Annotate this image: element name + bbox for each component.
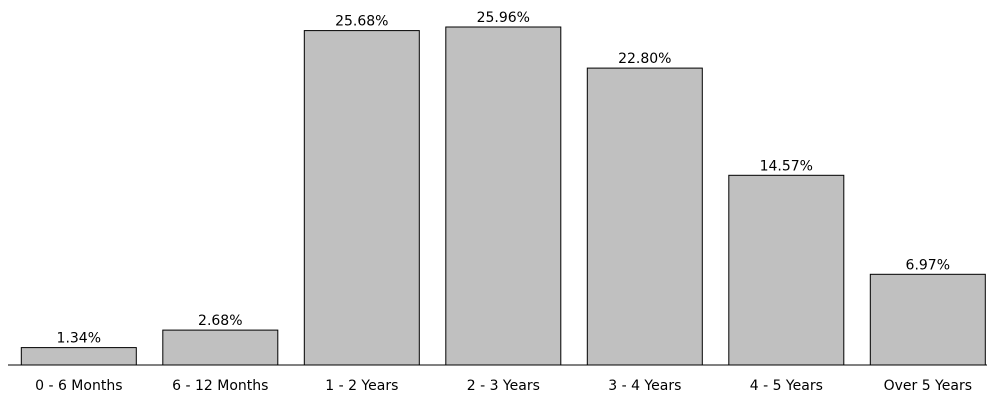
bar-value-label: 1.34%: [57, 331, 101, 347]
bar: [445, 26, 562, 366]
bar: [20, 347, 137, 366]
bar: [162, 329, 279, 366]
bar-value-label: 14.57%: [760, 158, 813, 174]
category-label: 2 - 3 Years: [467, 378, 540, 394]
category-labels-group: 0 - 6 Months 6 - 12 Months 1 - 2 Years 2 - …: [35, 378, 972, 394]
bar-value-label: 6.97%: [906, 257, 950, 273]
bar: [303, 30, 420, 366]
category-label: 0 - 6 Months: [35, 378, 122, 394]
category-label: 4 - 5 Years: [750, 378, 823, 394]
category-label: Over 5 Years: [884, 378, 972, 394]
category-label: 1 - 2 Years: [325, 378, 398, 394]
category-label: 6 - 12 Months: [172, 378, 268, 394]
bars-group: [20, 26, 986, 366]
bar: [586, 67, 703, 366]
value-labels-group: 1.34% 2.68% 25.68% 25.96% 22.80% 14.57% 6.97%: [57, 10, 950, 347]
bar-value-label: 2.68%: [198, 313, 242, 329]
bar-value-label: 25.68%: [335, 14, 388, 30]
bar: [869, 273, 986, 366]
bar-value-label: 25.96%: [477, 10, 530, 26]
category-label: 3 - 4 Years: [608, 378, 681, 394]
bar: [728, 174, 845, 366]
bar-value-label: 22.80%: [618, 51, 671, 67]
